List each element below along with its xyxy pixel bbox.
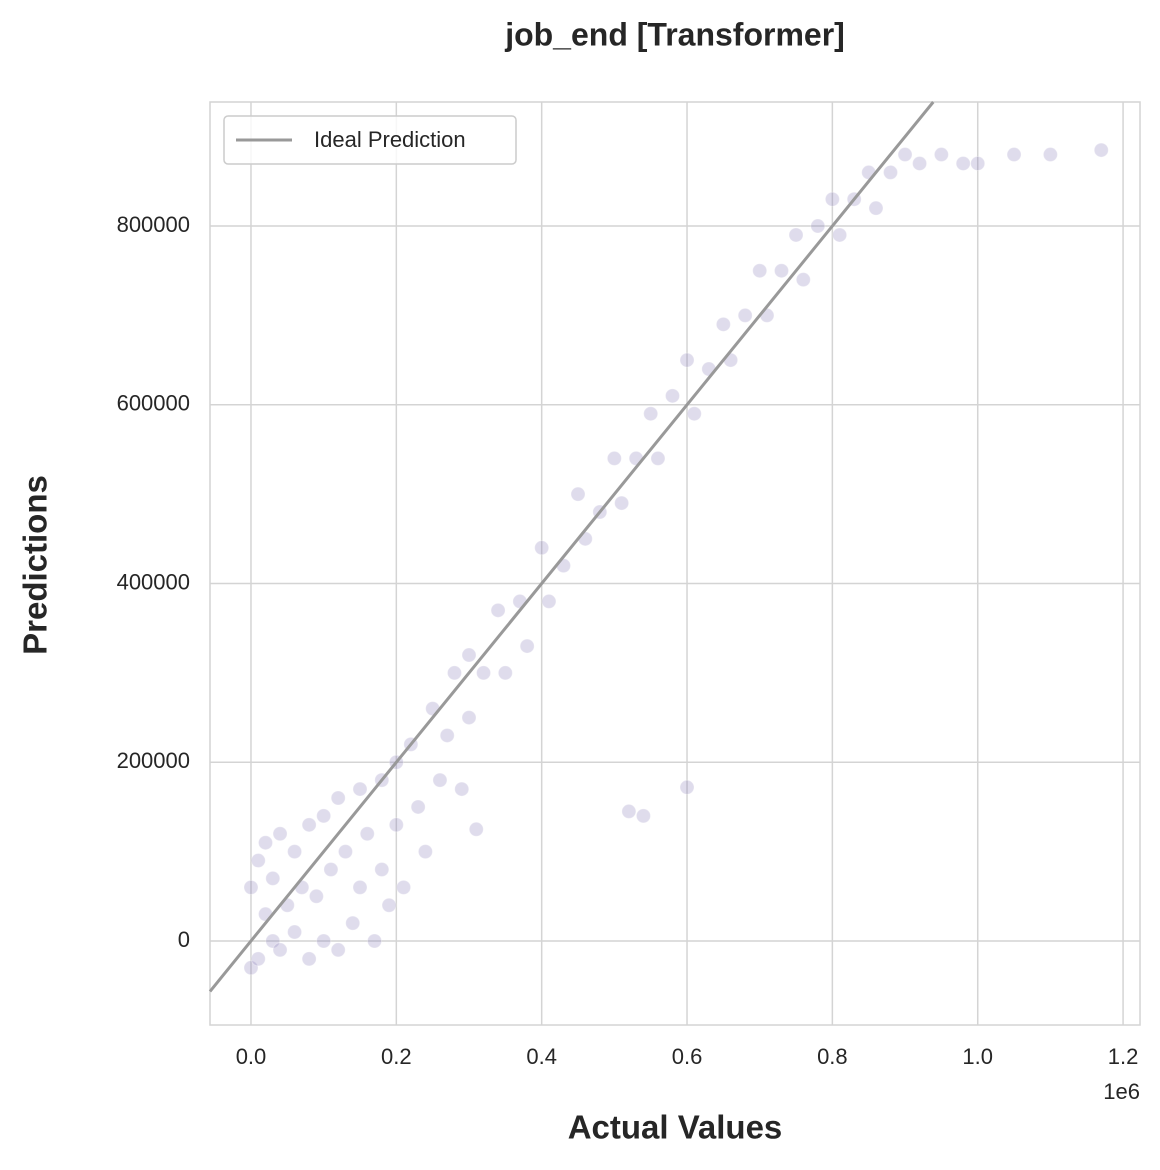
point <box>272 826 288 842</box>
point <box>737 307 753 323</box>
y-tick-label: 0 <box>178 927 190 952</box>
point <box>265 870 281 886</box>
point <box>330 790 346 806</box>
point <box>468 821 484 837</box>
ideal-line <box>208 101 935 993</box>
y-tick-label: 600000 <box>117 391 190 416</box>
point <box>606 450 622 466</box>
point <box>410 799 426 815</box>
point <box>250 951 266 967</box>
point <box>883 164 899 180</box>
point <box>541 593 557 609</box>
x-tick-label: 1.0 <box>962 1044 993 1069</box>
point <box>955 155 971 171</box>
y-tick-label: 800000 <box>117 212 190 237</box>
point <box>970 155 986 171</box>
point <box>795 272 811 288</box>
point <box>454 781 470 797</box>
point <box>359 826 375 842</box>
point <box>352 781 368 797</box>
point <box>810 218 826 234</box>
point <box>490 602 506 618</box>
point <box>381 897 397 913</box>
point <box>664 388 680 404</box>
point <box>316 808 332 824</box>
point <box>439 727 455 743</box>
point <box>287 924 303 940</box>
point <box>446 665 462 681</box>
point <box>621 803 637 819</box>
point <box>832 227 848 243</box>
point <box>396 879 412 895</box>
point <box>1093 142 1109 158</box>
point <box>650 450 666 466</box>
y-tick-label: 200000 <box>117 748 190 773</box>
legend-box <box>223 115 517 165</box>
point <box>250 853 266 869</box>
point <box>774 263 790 279</box>
point <box>330 942 346 958</box>
x-tick-label: 0.8 <box>817 1044 848 1069</box>
point <box>614 495 630 511</box>
x-tick-label: 0.6 <box>672 1044 703 1069</box>
point <box>519 638 535 654</box>
point <box>715 316 731 332</box>
x-tick-label: 0.2 <box>381 1044 412 1069</box>
point <box>868 200 884 216</box>
point <box>316 933 332 949</box>
point <box>788 227 804 243</box>
point <box>570 486 586 502</box>
point <box>679 352 695 368</box>
grid <box>209 101 1141 1026</box>
point <box>686 406 702 422</box>
chart-title: job_end [Transformer] <box>504 16 845 52</box>
legend-label: Ideal Prediction <box>314 127 466 152</box>
point <box>824 191 840 207</box>
point <box>301 817 317 833</box>
point <box>243 879 259 895</box>
point <box>308 888 324 904</box>
plot-frame <box>209 101 1141 1026</box>
point <box>461 710 477 726</box>
y-axis-title: Predictions <box>17 475 54 655</box>
point <box>352 879 368 895</box>
point <box>1006 147 1022 163</box>
point <box>933 147 949 163</box>
point <box>497 665 513 681</box>
point <box>1042 147 1058 163</box>
point <box>912 155 928 171</box>
point <box>243 960 259 976</box>
point <box>301 951 317 967</box>
point <box>258 835 274 851</box>
point <box>643 406 659 422</box>
point <box>417 844 433 860</box>
points <box>243 142 1109 976</box>
point <box>374 861 390 877</box>
point <box>679 779 695 795</box>
point <box>323 861 339 877</box>
point <box>461 647 477 663</box>
point <box>476 665 492 681</box>
point <box>752 263 768 279</box>
point <box>367 933 383 949</box>
point <box>287 844 303 860</box>
x-tick-label: 1.2 <box>1108 1044 1139 1069</box>
point <box>635 808 651 824</box>
x-offset-label: 1e6 <box>1103 1079 1140 1104</box>
overlay: 0.0 0.2 0.4 0.6 0.8 1.0 1.2 0 200000 400000 600000… <box>117 101 1139 1069</box>
x-tick-label: 0.4 <box>526 1044 557 1069</box>
point <box>265 933 281 949</box>
point <box>337 844 353 860</box>
x-tick-label: 0.0 <box>236 1044 267 1069</box>
point <box>432 772 448 788</box>
point <box>897 147 913 163</box>
point <box>345 915 361 931</box>
point <box>534 540 550 556</box>
y-tick-label: 400000 <box>117 569 190 594</box>
point <box>272 942 288 958</box>
point <box>388 817 404 833</box>
x-axis-title: Actual Values <box>568 1109 783 1146</box>
